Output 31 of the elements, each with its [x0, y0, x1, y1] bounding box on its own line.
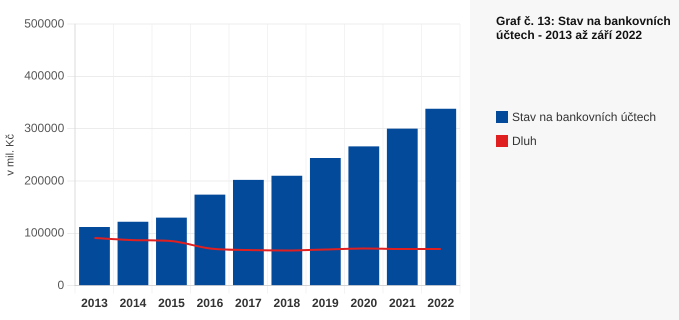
- bar: [425, 108, 456, 286]
- x-tick-label: 2021: [388, 296, 416, 310]
- x-tick-label: 2017: [235, 296, 262, 310]
- x-tick-label: 2019: [312, 296, 340, 310]
- x-tick-label: 2022: [427, 296, 454, 310]
- bar: [232, 180, 264, 286]
- legend-label: Stav na bankovních účtech: [512, 110, 656, 124]
- y-tick-label: 300000: [24, 120, 65, 135]
- legend-label: Dluh: [512, 134, 537, 148]
- x-tick-label: 2020: [350, 296, 378, 310]
- bar: [194, 194, 226, 286]
- text: Graf č. 13: Stav na bankovních účtech - 2013 až září 2022: [496, 14, 671, 42]
- x-tick-label: 2013: [81, 296, 108, 310]
- line-series: [93, 236, 442, 252]
- bar: [348, 146, 380, 286]
- bar: [118, 222, 148, 286]
- bar: [271, 176, 302, 286]
- x-tick-label: 2018: [274, 296, 301, 310]
- y-axis-title: v mil. Kč: [4, 134, 17, 176]
- x-tick-label: 2016: [196, 296, 224, 310]
- y-tick-label: 0: [58, 278, 65, 292]
- x-tick-label: 2015: [158, 296, 186, 310]
- bar: [79, 227, 110, 286]
- x-tick-label: 2014: [120, 296, 147, 310]
- y-tick-label: 100000: [24, 226, 65, 240]
- y-tick-label: 500000: [24, 16, 65, 30]
- y-tick-label: 200000: [24, 173, 65, 188]
- bar: [310, 158, 341, 286]
- y-tick-label: 400000: [24, 68, 65, 83]
- bar: [156, 218, 187, 286]
- bar: [386, 128, 418, 286]
